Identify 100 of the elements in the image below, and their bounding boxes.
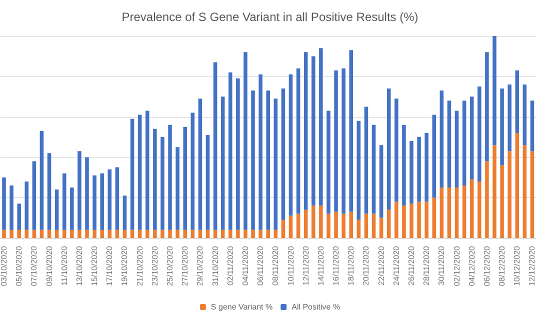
bar: [288, 216, 293, 238]
bar: [62, 230, 66, 238]
bar: [70, 188, 74, 230]
bar: [462, 185, 466, 238]
bar: [183, 126, 187, 230]
bar: [478, 181, 482, 238]
bar: [122, 196, 127, 230]
bar: [478, 86, 482, 182]
bar: [198, 230, 202, 238]
bar: [349, 212, 354, 238]
bar: [100, 230, 104, 238]
x-tick-label: 08/11/2020: [271, 245, 280, 286]
bar: [40, 230, 44, 238]
x-tick-label: 17/10/2020: [105, 245, 114, 286]
x-tick-label: 29/10/2020: [196, 245, 205, 286]
bar: [190, 112, 195, 230]
bar: [108, 169, 112, 230]
bar: [176, 147, 180, 230]
legend-label: S gene Variant %: [210, 302, 273, 312]
bar: [402, 124, 406, 206]
x-tick-label: 20/11/2020: [362, 245, 371, 286]
bar: [32, 161, 36, 230]
x-tick-label: 26/11/2020: [406, 245, 416, 286]
bar: [356, 220, 361, 238]
bar: [410, 141, 414, 204]
x-tick-label: 13/10/2020: [74, 245, 84, 286]
x-tick-label: 06/11/2020: [256, 245, 266, 286]
bar: [432, 114, 436, 198]
bar: [54, 230, 59, 238]
bar: [530, 151, 534, 238]
bar: [220, 96, 225, 230]
bar: [447, 100, 452, 188]
chart-title: Prevalence of S Gene Variant in all Positive Results (%): [122, 10, 418, 24]
x-tick-label: 07/10/2020: [30, 245, 39, 286]
bar: [379, 145, 384, 218]
x-tick-label: 09/10/2020: [44, 245, 54, 286]
bar: [108, 230, 112, 238]
bar: [251, 90, 255, 230]
x-tick-label: 03/10/2020: [0, 245, 8, 286]
x-tick-label: 25/10/2020: [166, 245, 175, 286]
x-tick-label: 27/10/2020: [180, 245, 190, 286]
bar: [190, 230, 195, 238]
bar: [508, 151, 512, 238]
bar: [47, 153, 52, 230]
bar: [470, 179, 474, 238]
bar: [220, 230, 225, 238]
bar: [130, 230, 134, 238]
bar: [153, 230, 157, 238]
bar: [296, 68, 300, 214]
bar: [485, 52, 489, 162]
x-tick-label: 19/10/2020: [120, 245, 130, 286]
x-tick-label: 14/11/2020: [316, 245, 326, 286]
bar: [492, 145, 496, 238]
x-tick-label: 30/11/2020: [437, 245, 446, 286]
x-tick-label: 10/12/2020: [512, 245, 522, 286]
x-tick-label: 05/10/2020: [14, 245, 24, 286]
bar: [440, 90, 444, 188]
bar: [85, 157, 89, 230]
bar: [183, 230, 187, 238]
bar: [372, 124, 376, 214]
bar: [508, 84, 512, 152]
x-tick-label: 12/12/2020: [528, 245, 537, 286]
bar: [342, 214, 346, 238]
x-tick-label: 22/11/2020: [376, 245, 386, 286]
bar: [32, 230, 36, 238]
bar: [440, 188, 444, 238]
x-tick-label: 04/11/2020: [240, 245, 250, 286]
bar: [522, 145, 527, 238]
bar: [85, 230, 89, 238]
bar: [206, 134, 210, 230]
bar: [342, 68, 346, 214]
x-tick-label: 10/11/2020: [286, 245, 296, 286]
bar: [213, 230, 218, 238]
bar: [515, 132, 520, 238]
bar: [244, 52, 248, 230]
bar: [500, 165, 504, 238]
bar: [153, 128, 157, 230]
bar: [288, 74, 293, 216]
x-tick-label: 28/11/2020: [422, 245, 432, 286]
bar: [326, 214, 330, 238]
x-tick-label: 02/11/2020: [226, 245, 235, 286]
bar: [470, 96, 474, 180]
x-tick-label: 24/11/2020: [392, 245, 401, 286]
bar: [319, 206, 323, 238]
bar: [266, 230, 270, 238]
bar: [424, 132, 428, 202]
bar: [251, 230, 255, 238]
bar: [236, 78, 240, 230]
bar: [176, 230, 180, 238]
bar: [228, 230, 232, 238]
bar: [312, 206, 316, 238]
bar: [138, 230, 142, 238]
x-tick-label: 06/12/2020: [482, 245, 492, 286]
x-tick-label: 21/10/2020: [135, 245, 144, 286]
bar: [168, 230, 172, 238]
bar: [206, 230, 210, 238]
x-tick-label: 18/11/2020: [346, 245, 356, 286]
bar: [454, 110, 459, 188]
bar: [145, 230, 150, 238]
bar: [454, 188, 459, 238]
